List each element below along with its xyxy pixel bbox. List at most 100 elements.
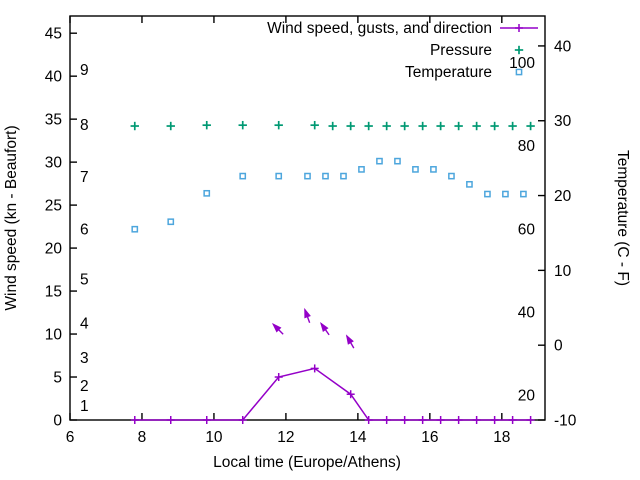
pressure-point	[238, 120, 247, 130]
pressure-point	[418, 121, 427, 131]
left-tick-label: 10	[45, 327, 63, 344]
temperature-point	[304, 172, 311, 180]
wind-direction-arrow	[304, 307, 311, 324]
wind-speed-point	[526, 416, 535, 424]
x-axis-ticks: 6 8 10 12 14 16 18	[66, 16, 510, 446]
temperature-point	[340, 172, 347, 180]
temperature-point	[275, 172, 283, 180]
right-tick-label: 30	[554, 113, 572, 130]
beaufort-label: 9	[80, 62, 89, 79]
temperature-point	[322, 172, 329, 180]
x-tick-label: 12	[277, 429, 294, 446]
temperature-point	[167, 218, 175, 226]
pressure-point	[166, 121, 175, 131]
beaufort-label: 3	[80, 350, 89, 367]
wind-speed-point	[130, 416, 139, 424]
pressure-point	[346, 121, 355, 131]
pressure-point	[328, 121, 337, 131]
right-tick-label: 10	[554, 263, 572, 280]
pressure-point	[526, 121, 535, 131]
series-wind-direction-arrows	[271, 307, 355, 349]
left-tick-label: 15	[45, 284, 62, 301]
temperature-point	[376, 157, 383, 165]
pressure-point	[310, 120, 319, 130]
temperature-point	[239, 172, 247, 180]
fahrenheit-label: 40	[518, 304, 536, 321]
wind-speed-point	[310, 364, 319, 373]
x-tick-label: 16	[421, 429, 438, 446]
wind-speed-point	[238, 416, 247, 424]
pressure-point	[382, 121, 391, 131]
x-tick-label: 18	[493, 429, 510, 446]
left-tick-label: 30	[45, 155, 63, 172]
right-tick-label: 20	[554, 188, 572, 205]
right-tick-label: -10	[554, 413, 577, 430]
wind-speed-point	[202, 416, 211, 424]
left-tick-label: 25	[45, 198, 62, 215]
wind-speed-point	[490, 416, 499, 424]
pressure-point	[364, 121, 373, 131]
left-axis-beaufort-labels: 1 2 3 4 5 6 7 8 9	[80, 62, 89, 415]
x-tick-label: 8	[138, 429, 147, 446]
plot-frame	[69, 15, 546, 421]
pressure-point	[490, 121, 499, 131]
pressure-point	[436, 121, 445, 131]
left-tick-label: 0	[53, 413, 62, 430]
legend-sample	[500, 24, 538, 32]
x-tick-label: 6	[66, 429, 75, 446]
wind-speed-point	[400, 416, 409, 424]
left-axis-ticks: 0 5 10 15 20 25 30 35 40 45	[45, 26, 77, 430]
beaufort-label: 5	[80, 272, 89, 289]
left-tick-label: 45	[45, 26, 62, 43]
left-tick-label: 20	[45, 241, 63, 258]
chart-legend: Wind speed, gusts, and direction Pressure…	[267, 20, 538, 81]
x-axis-title: Local time (Europe/Athens)	[213, 454, 401, 471]
wind-speed-point	[472, 416, 481, 424]
pressure-point	[400, 121, 409, 131]
wind-speed-point	[166, 416, 175, 424]
fahrenheit-label: 100	[509, 55, 535, 72]
wind-speed-point	[508, 416, 517, 424]
temperature-point	[412, 166, 419, 173]
beaufort-label: 8	[80, 117, 89, 134]
beaufort-label: 2	[80, 378, 89, 395]
temperature-point	[203, 189, 211, 197]
wind-speed-point	[418, 416, 427, 424]
temperature-point	[448, 172, 455, 180]
wind-speed-point	[436, 416, 445, 424]
wind-speed-line	[134, 367, 531, 421]
temperature-point	[358, 166, 365, 173]
series-pressure	[130, 120, 535, 131]
legend-sample	[514, 45, 524, 55]
legend-label: Wind speed, gusts, and direction	[267, 20, 492, 37]
legend-sample	[515, 68, 523, 76]
temperature-point	[394, 157, 401, 165]
temperature-point	[466, 180, 473, 188]
left-tick-label: 5	[53, 370, 62, 387]
wind-direction-arrow	[345, 334, 355, 349]
temperature-point	[520, 190, 527, 198]
right-tick-label: 40	[554, 38, 572, 55]
wind-direction-arrow	[320, 321, 330, 336]
temperature-point	[484, 190, 491, 198]
pressure-point	[274, 120, 283, 130]
fahrenheit-label: 80	[518, 138, 536, 155]
temperature-point	[502, 190, 509, 198]
x-tick-label: 10	[205, 429, 223, 446]
pressure-point	[508, 121, 517, 131]
wind-speed-point	[346, 390, 355, 399]
wind-direction-arrow	[271, 323, 284, 335]
x-tick-label: 14	[349, 429, 367, 446]
temperature-point	[430, 166, 437, 173]
right-tick-label: 0	[554, 338, 563, 355]
beaufort-label: 7	[80, 169, 89, 186]
wind-speed-point	[364, 416, 373, 424]
fahrenheit-label: 20	[518, 388, 536, 405]
left-tick-label: 35	[45, 112, 62, 129]
beaufort-label: 1	[80, 398, 89, 415]
pressure-point	[202, 120, 211, 130]
wind-speed-point	[274, 373, 283, 382]
wind-speed-point	[454, 416, 463, 424]
